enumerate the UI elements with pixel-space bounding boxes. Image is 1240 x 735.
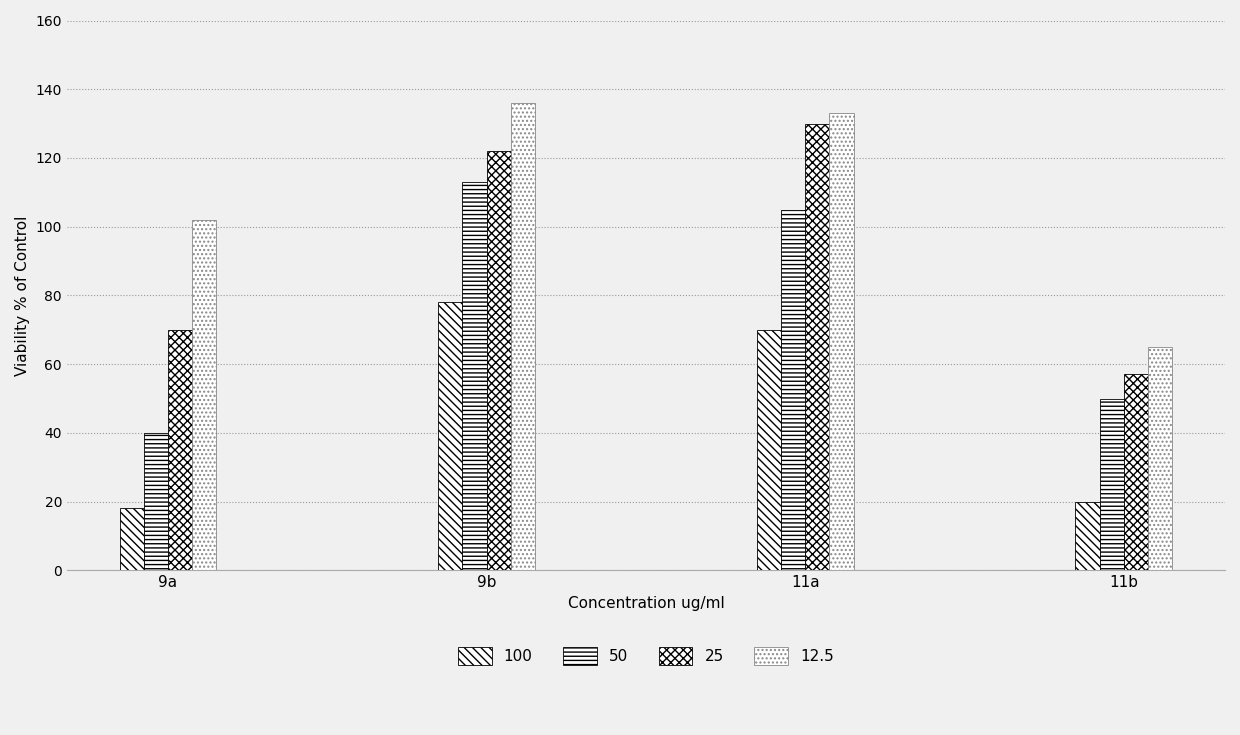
Bar [511,103,536,570]
Y-axis label: Viability % of Control: Viability % of Control [15,215,30,376]
Bar [463,182,486,570]
Bar [1075,501,1100,570]
Bar [144,433,167,570]
Bar [830,113,853,570]
Bar [1123,374,1148,570]
Bar [167,330,192,570]
X-axis label: Concentration ug/ml: Concentration ug/ml [568,596,724,611]
Bar [1148,347,1172,570]
Bar [192,220,217,570]
Bar [781,209,805,570]
Bar [756,330,781,570]
Bar [805,123,830,570]
Bar [438,302,463,570]
Bar [1100,398,1123,570]
Bar [119,509,144,570]
Legend: 100, 50, 25, 12.5: 100, 50, 25, 12.5 [450,639,842,673]
Bar [486,151,511,570]
